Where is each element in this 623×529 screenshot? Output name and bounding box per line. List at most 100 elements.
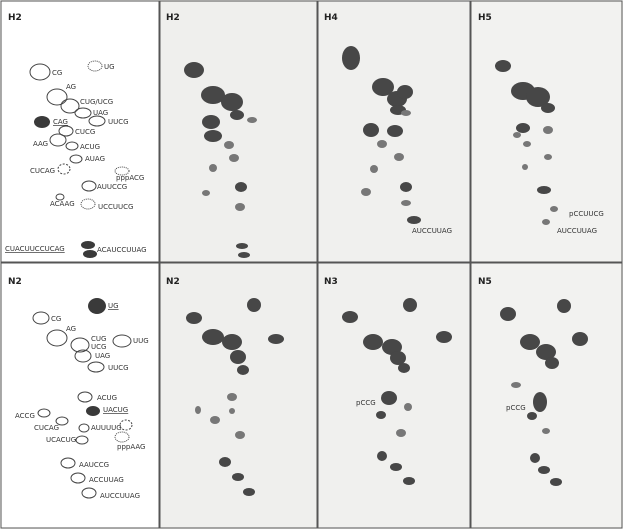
spot [230, 350, 246, 364]
spot-label: ACCG [15, 412, 35, 420]
spot-label: AUCCUUAG [557, 227, 597, 235]
spot-label: ACCUUAG [89, 476, 124, 484]
panel-label: N5 [478, 277, 492, 287]
spot [401, 200, 411, 206]
spot-label: UG [108, 302, 119, 310]
spot [88, 61, 102, 71]
spot [397, 85, 413, 99]
spot [520, 334, 540, 350]
spot [390, 351, 406, 365]
spot [221, 93, 243, 111]
spot [538, 466, 550, 474]
spot [376, 411, 386, 419]
spot [377, 451, 387, 461]
spot [115, 432, 129, 442]
spot [86, 406, 100, 416]
spot [268, 334, 284, 344]
spot-label: UAG [93, 109, 108, 117]
spot [522, 164, 528, 170]
spot [403, 298, 417, 312]
panel-label: H5 [478, 13, 492, 23]
spot-label: CUCG [75, 128, 95, 136]
spot [377, 140, 387, 148]
spot [530, 453, 540, 463]
spot [186, 312, 202, 324]
spot [236, 243, 248, 249]
spot [533, 392, 547, 412]
spot [232, 473, 244, 481]
spot [202, 115, 220, 129]
spot [247, 117, 257, 123]
spot [227, 393, 237, 401]
spot [550, 478, 562, 486]
spot-label: CUACUUCCUCAG [5, 245, 65, 253]
spot [403, 477, 415, 485]
spot-label: UG [104, 63, 115, 71]
spot [511, 382, 521, 388]
spot-label: CAG [53, 118, 68, 126]
spot-label: UACUG [103, 406, 128, 414]
spot-label: pCCUUCG [569, 210, 604, 218]
spot-label: AUCCUUAG [100, 492, 140, 500]
panel-label: N3 [324, 277, 338, 287]
spot [370, 165, 378, 173]
spot-label: CUG [91, 335, 106, 343]
spot [184, 62, 204, 78]
spot [394, 153, 404, 161]
spot [237, 365, 249, 375]
spot [247, 298, 261, 312]
spot [88, 298, 106, 314]
panel-frame [160, 1, 317, 262]
spot [537, 186, 551, 194]
spot-label: pppAAG [117, 443, 145, 451]
panel-label: N2 [166, 277, 180, 287]
spot [224, 141, 234, 149]
spot-label: AUCCUUAG [412, 227, 452, 235]
spot-label: pCCG [356, 399, 376, 407]
spot [361, 188, 371, 196]
spot [235, 182, 247, 192]
panel-frame [160, 263, 317, 528]
spot [204, 130, 222, 142]
spot-label: CG [51, 315, 61, 323]
spot [381, 391, 397, 405]
spot-label: pppACG [116, 174, 144, 182]
spot [495, 60, 511, 72]
spot [243, 488, 255, 496]
spot [229, 154, 239, 162]
spot [545, 357, 559, 369]
spot-label: UCG [91, 343, 106, 351]
spot [544, 154, 552, 160]
spot-label: CUCAG [30, 167, 55, 175]
spot [513, 132, 521, 138]
spot-label: AUUUUG [91, 424, 122, 432]
spot-label: UAG [95, 352, 110, 360]
spot-label: CUCAG [34, 424, 59, 432]
panel-frame [1, 263, 159, 528]
spot-label: pCCG [506, 404, 526, 412]
spot [516, 123, 530, 133]
panel-label: H2 [8, 13, 22, 23]
spot [541, 103, 555, 113]
spot-label: ACUG [97, 394, 117, 402]
spot-label: AUUCCG [97, 183, 127, 191]
figure: H2 CG UG AG CUG/UCG UAG CAG UUCG CUCG AA… [0, 0, 623, 529]
spot [400, 182, 412, 192]
spot [363, 334, 383, 350]
spot [500, 307, 516, 321]
spot-label: UCACUG [46, 436, 76, 444]
spot [83, 250, 97, 258]
spot [436, 331, 452, 343]
spot [342, 46, 360, 70]
spot [342, 311, 358, 323]
spot [229, 408, 235, 414]
spot [542, 428, 550, 434]
spot [543, 126, 553, 134]
spot [542, 219, 550, 225]
spot [407, 216, 421, 224]
spot [81, 199, 95, 209]
spot-label: AG [66, 325, 76, 333]
panel-label: N2 [8, 277, 22, 287]
spot [219, 457, 231, 467]
spot [363, 123, 379, 137]
